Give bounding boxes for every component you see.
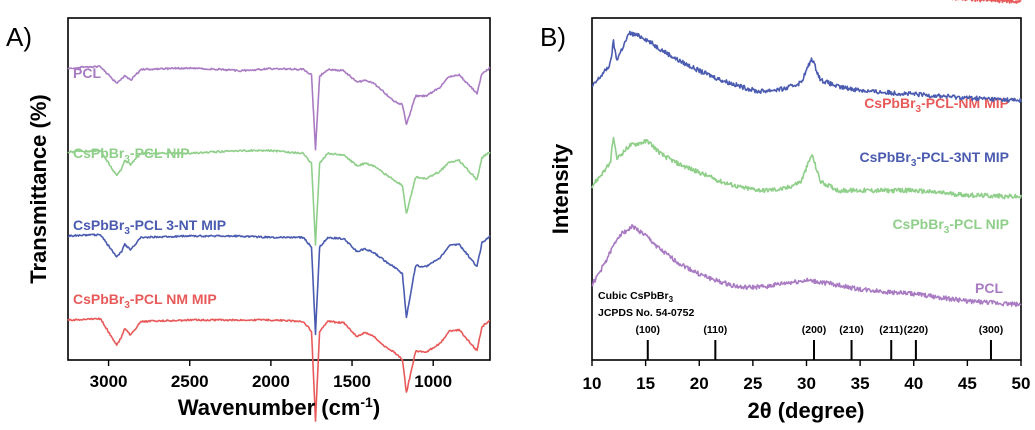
xrd-label-cspbbr3-pcl-nip-part: CsPbBr (892, 216, 944, 232)
xrd-label-cspbbr3-pcl-nip-part: 3 (944, 225, 950, 236)
xrd-label-cspbbr3-pcl-3nt-mip-part: CsPbBr (860, 149, 912, 165)
x-tick-label: 40 (904, 374, 923, 393)
x-tick-label: 15 (636, 374, 655, 393)
xrd-label-cspbbr3-pcl-3nt-mip-part: 3 (911, 158, 917, 169)
xrd-line-cspbbr3-pcl-3nt-mip (591, 30, 1022, 103)
spectrum-line-cspbbr3-pcl-nm-mip (67, 317, 491, 422)
reference-title-main: Cubic CsPbBr (598, 290, 669, 302)
series-label-cspbbr3-pcl-3-nt-mip-part: -PCL 3-NT MIP (130, 217, 226, 233)
reference-peak-label: (100) (636, 324, 661, 336)
series-label-cspbbr3-pcl-nip-part: -PCL NIP (130, 145, 190, 161)
series-label-cspbbr3-pcl-nm-mip-part: CsPbBr (73, 291, 125, 307)
xrd-label-cspbbr3-pcl-nm-mip-part: 3 (916, 104, 922, 115)
panel-b-reference-pattern: Cubic CsPbBr3 JCPDS No. 54-0752 (100) (110)… (598, 290, 1003, 360)
xrd-label-pcl: PCL (975, 280, 1003, 296)
spectrum-line-pcl (67, 65, 491, 151)
x-tick-label: 1000 (414, 372, 452, 391)
series-label-cspbbr3-pcl-nip-part: CsPbBr (73, 145, 125, 161)
series-label-cspbbr3-pcl-nm-mip: CsPbBr3-PCL NM MIP (73, 291, 217, 311)
panel-a-x-axis-title-end: ) (373, 395, 380, 420)
x-tick-label: 1500 (333, 372, 371, 391)
panel-a-x-axis-title: Wavenumber (cm-1) (178, 394, 380, 420)
panel-a-x-ticks: 3000 2500 2000 1500 1000 (90, 360, 452, 391)
x-tick-label: 2500 (171, 372, 209, 391)
panel-b-x-axis-title: 2θ (degree) (747, 398, 864, 423)
panel-b-y-axis-title: Intensity (548, 143, 573, 234)
xrd-label-pcl-part: PCL (975, 280, 1003, 296)
reference-peak-label: (300) (979, 324, 1004, 336)
series-label-cspbbr3-pcl-3-nt-mip: CsPbBr3-PCL 3-NT MIP (73, 217, 226, 237)
x-tick-label: 45 (958, 374, 977, 393)
xrd-line-cspbbr3-pcl-nip (591, 136, 1022, 200)
x-tick-label: 20 (690, 374, 709, 393)
xrd-label-cspbbr3-pcl-nm-mip-part: CsPbBr (864, 95, 916, 111)
series-label-cspbbr3-pcl-nm-mip-part: -PCL NM MIP (130, 291, 217, 307)
xrd-line-cspbbr3-pcl-nm-mip (951, 0, 1022, 4)
xrd-label-cspbbr3-pcl-nip: CsPbBr3-PCL NIP (892, 216, 1009, 236)
panel-b-x-ticks: 10 15 20 25 30 35 40 45 50 (583, 360, 1031, 393)
panel-a-y-axis-title: Transmittance (%) (26, 94, 51, 284)
xrd-label-cspbbr3-pcl-3nt-mip: CsPbBr3-PCL-3NT MIP (860, 149, 1009, 169)
panel-b-letter: B) (540, 22, 566, 52)
reference-peak-label: (210) (839, 324, 864, 336)
series-label-cspbbr3-pcl-3-nt-mip-part: CsPbBr (73, 217, 125, 233)
xrd-label-cspbbr3-pcl-3nt-mip-part: -PCL-3NT MIP (916, 149, 1009, 165)
series-label-pcl-part: PCL (73, 65, 101, 81)
x-tick-label: 25 (743, 374, 762, 393)
xrd-label-cspbbr3-pcl-nip-part: -PCL NIP (949, 216, 1009, 232)
series-label-cspbbr3-pcl-nip-part: 3 (124, 154, 130, 165)
panel-a-x-axis-title-sup: -1 (360, 394, 373, 410)
x-tick-label: 35 (851, 374, 870, 393)
series-label-cspbbr3-pcl-nip: CsPbBr3-PCL NIP (73, 145, 190, 165)
xrd-line-pcl (591, 224, 1022, 308)
reference-title: Cubic CsPbBr3 (598, 290, 674, 304)
panel-a-plot-frame (67, 17, 491, 361)
reference-peak-label: (211) (879, 324, 903, 336)
reference-title-sub: 3 (669, 295, 674, 304)
reference-card: JCPDS No. 54-0752 (598, 307, 694, 319)
reference-peak-label: (110) (703, 324, 727, 336)
series-label-cspbbr3-pcl-nm-mip-part: 3 (124, 300, 130, 311)
panel-a-letter: A) (6, 22, 32, 52)
x-tick-label: 50 (1012, 374, 1031, 393)
x-tick-label: 10 (583, 374, 602, 393)
panel-a-x-axis-title-main: Wavenumber (cm (178, 395, 361, 420)
series-label-cspbbr3-pcl-3-nt-mip-part: 3 (124, 226, 130, 237)
series-label-pcl: PCL (73, 65, 101, 81)
x-tick-label: 2000 (252, 372, 290, 391)
x-tick-label: 3000 (90, 372, 128, 391)
reference-peak-label: (200) (802, 324, 827, 336)
spectrum-line-cspbbr3-pcl-3-nt-mip (67, 233, 491, 336)
reference-peak-label: (220) (904, 324, 929, 336)
x-tick-label: 30 (797, 374, 816, 393)
spectrum-line-cspbbr3-pcl-nip (67, 149, 491, 246)
